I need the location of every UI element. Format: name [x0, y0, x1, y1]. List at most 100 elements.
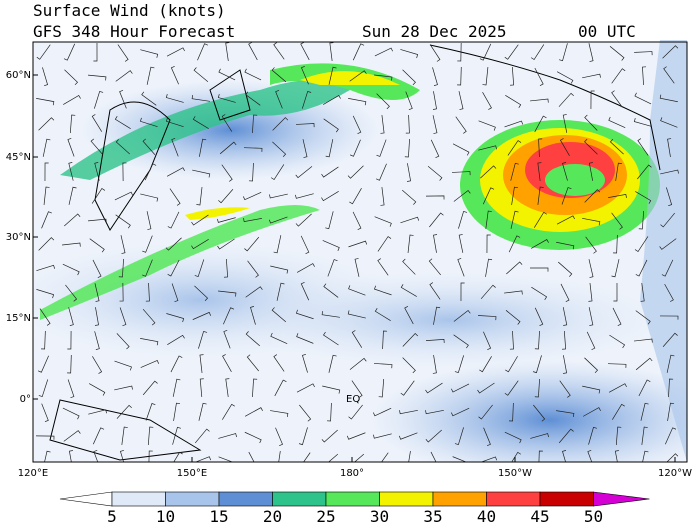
map-field — [33, 40, 687, 462]
wind-barb — [638, 379, 651, 397]
wind-barb — [537, 162, 542, 181]
wind-barb — [244, 407, 263, 417]
wind-barb — [67, 379, 75, 399]
wind-barb — [666, 453, 679, 462]
wind-barb — [223, 307, 235, 325]
wind-barb — [114, 116, 131, 130]
wind-barb — [556, 71, 574, 84]
wind-barb — [374, 308, 391, 322]
colorbar-label: 5 — [107, 507, 117, 525]
wind-barb — [194, 259, 205, 277]
date: Sun 28 Dec 2025 — [362, 22, 507, 41]
wind-barb — [250, 306, 256, 325]
wind-barb — [224, 258, 229, 278]
wind-barb — [559, 138, 570, 156]
wind-barb — [217, 238, 235, 250]
wind-barb — [506, 261, 523, 275]
wind-barb — [170, 65, 179, 85]
wind-barb — [399, 409, 418, 415]
wind-barb — [432, 67, 438, 86]
wind-barb — [382, 330, 388, 350]
wind-barb — [172, 378, 181, 397]
map-frame — [32, 41, 688, 463]
wind-barb — [633, 118, 652, 127]
wind-barb — [615, 426, 622, 445]
wind-barb — [659, 94, 678, 103]
wind-barb — [482, 187, 495, 205]
wind-barb — [634, 338, 653, 343]
wind-barb — [505, 356, 518, 373]
wind-barb — [271, 67, 287, 83]
wind-barb — [530, 98, 549, 103]
wind-barb — [588, 162, 594, 181]
wind-barb — [218, 456, 234, 462]
wind-barb — [613, 234, 618, 254]
wind-barb — [660, 117, 678, 128]
wind-barb — [199, 378, 204, 397]
wind-barb — [297, 263, 315, 273]
wind-barb — [242, 191, 262, 201]
wind-barb — [405, 114, 410, 134]
wind-barb — [298, 427, 308, 446]
wind-barb — [611, 68, 626, 84]
wind-barb — [661, 259, 674, 277]
wind-barb — [588, 259, 594, 278]
wind-barb — [401, 189, 417, 205]
wind-barb — [457, 42, 462, 62]
wind-barb — [273, 42, 285, 60]
wind-barb — [36, 44, 51, 60]
wind-barb — [44, 162, 49, 182]
wind-barb — [323, 94, 341, 105]
wind-barb — [612, 403, 625, 420]
wind-barb — [194, 456, 212, 462]
wind-barb — [662, 332, 678, 348]
wind-barb — [252, 114, 258, 134]
wind-barb — [302, 354, 308, 373]
wind-barb — [295, 123, 315, 128]
wind-barb — [328, 354, 337, 373]
wind-barb — [477, 382, 495, 394]
wind-barb — [244, 431, 262, 444]
wind-barb — [507, 140, 522, 156]
wind-barb — [194, 285, 209, 302]
wind-barb — [659, 238, 677, 250]
wind-barb — [429, 44, 441, 62]
lon-label: 150°W — [498, 468, 532, 479]
wind-barb — [611, 90, 623, 108]
wind-barb — [192, 311, 212, 320]
wind-barb — [196, 187, 203, 206]
wind-barb — [67, 137, 75, 157]
wind-barb — [457, 257, 465, 277]
wind-barb — [635, 357, 653, 371]
wind-barb — [478, 120, 496, 131]
wind-barb — [248, 451, 255, 462]
lat-label: 30°N — [6, 232, 31, 243]
wind-barb — [660, 212, 675, 228]
wind-barb — [197, 43, 208, 61]
wind-barb — [119, 89, 127, 109]
wind-barb — [92, 259, 102, 278]
colorbar-label: 40 — [477, 507, 496, 525]
wind-barb — [458, 234, 464, 253]
wind-barb — [42, 67, 48, 86]
wind-barb — [556, 241, 575, 250]
wind-barb — [347, 165, 364, 179]
wind-barb — [638, 210, 644, 230]
wind-barb — [534, 115, 547, 133]
wind-barb — [404, 138, 410, 158]
wind-barb — [425, 195, 445, 200]
wind-barb — [248, 162, 254, 182]
wind-barb — [505, 310, 521, 325]
wind-barb — [377, 236, 392, 252]
wind-barb — [191, 214, 209, 226]
wind-barb — [63, 43, 76, 61]
wind-barb — [142, 138, 156, 155]
wind-barb — [170, 355, 183, 373]
lon-label: 180° — [340, 468, 364, 479]
wind-barb — [349, 357, 367, 370]
wind-barb — [323, 118, 339, 133]
wind-barb — [660, 169, 679, 175]
wind-barb — [322, 385, 341, 394]
wind-barb — [68, 307, 74, 326]
wind-barb — [94, 90, 104, 109]
